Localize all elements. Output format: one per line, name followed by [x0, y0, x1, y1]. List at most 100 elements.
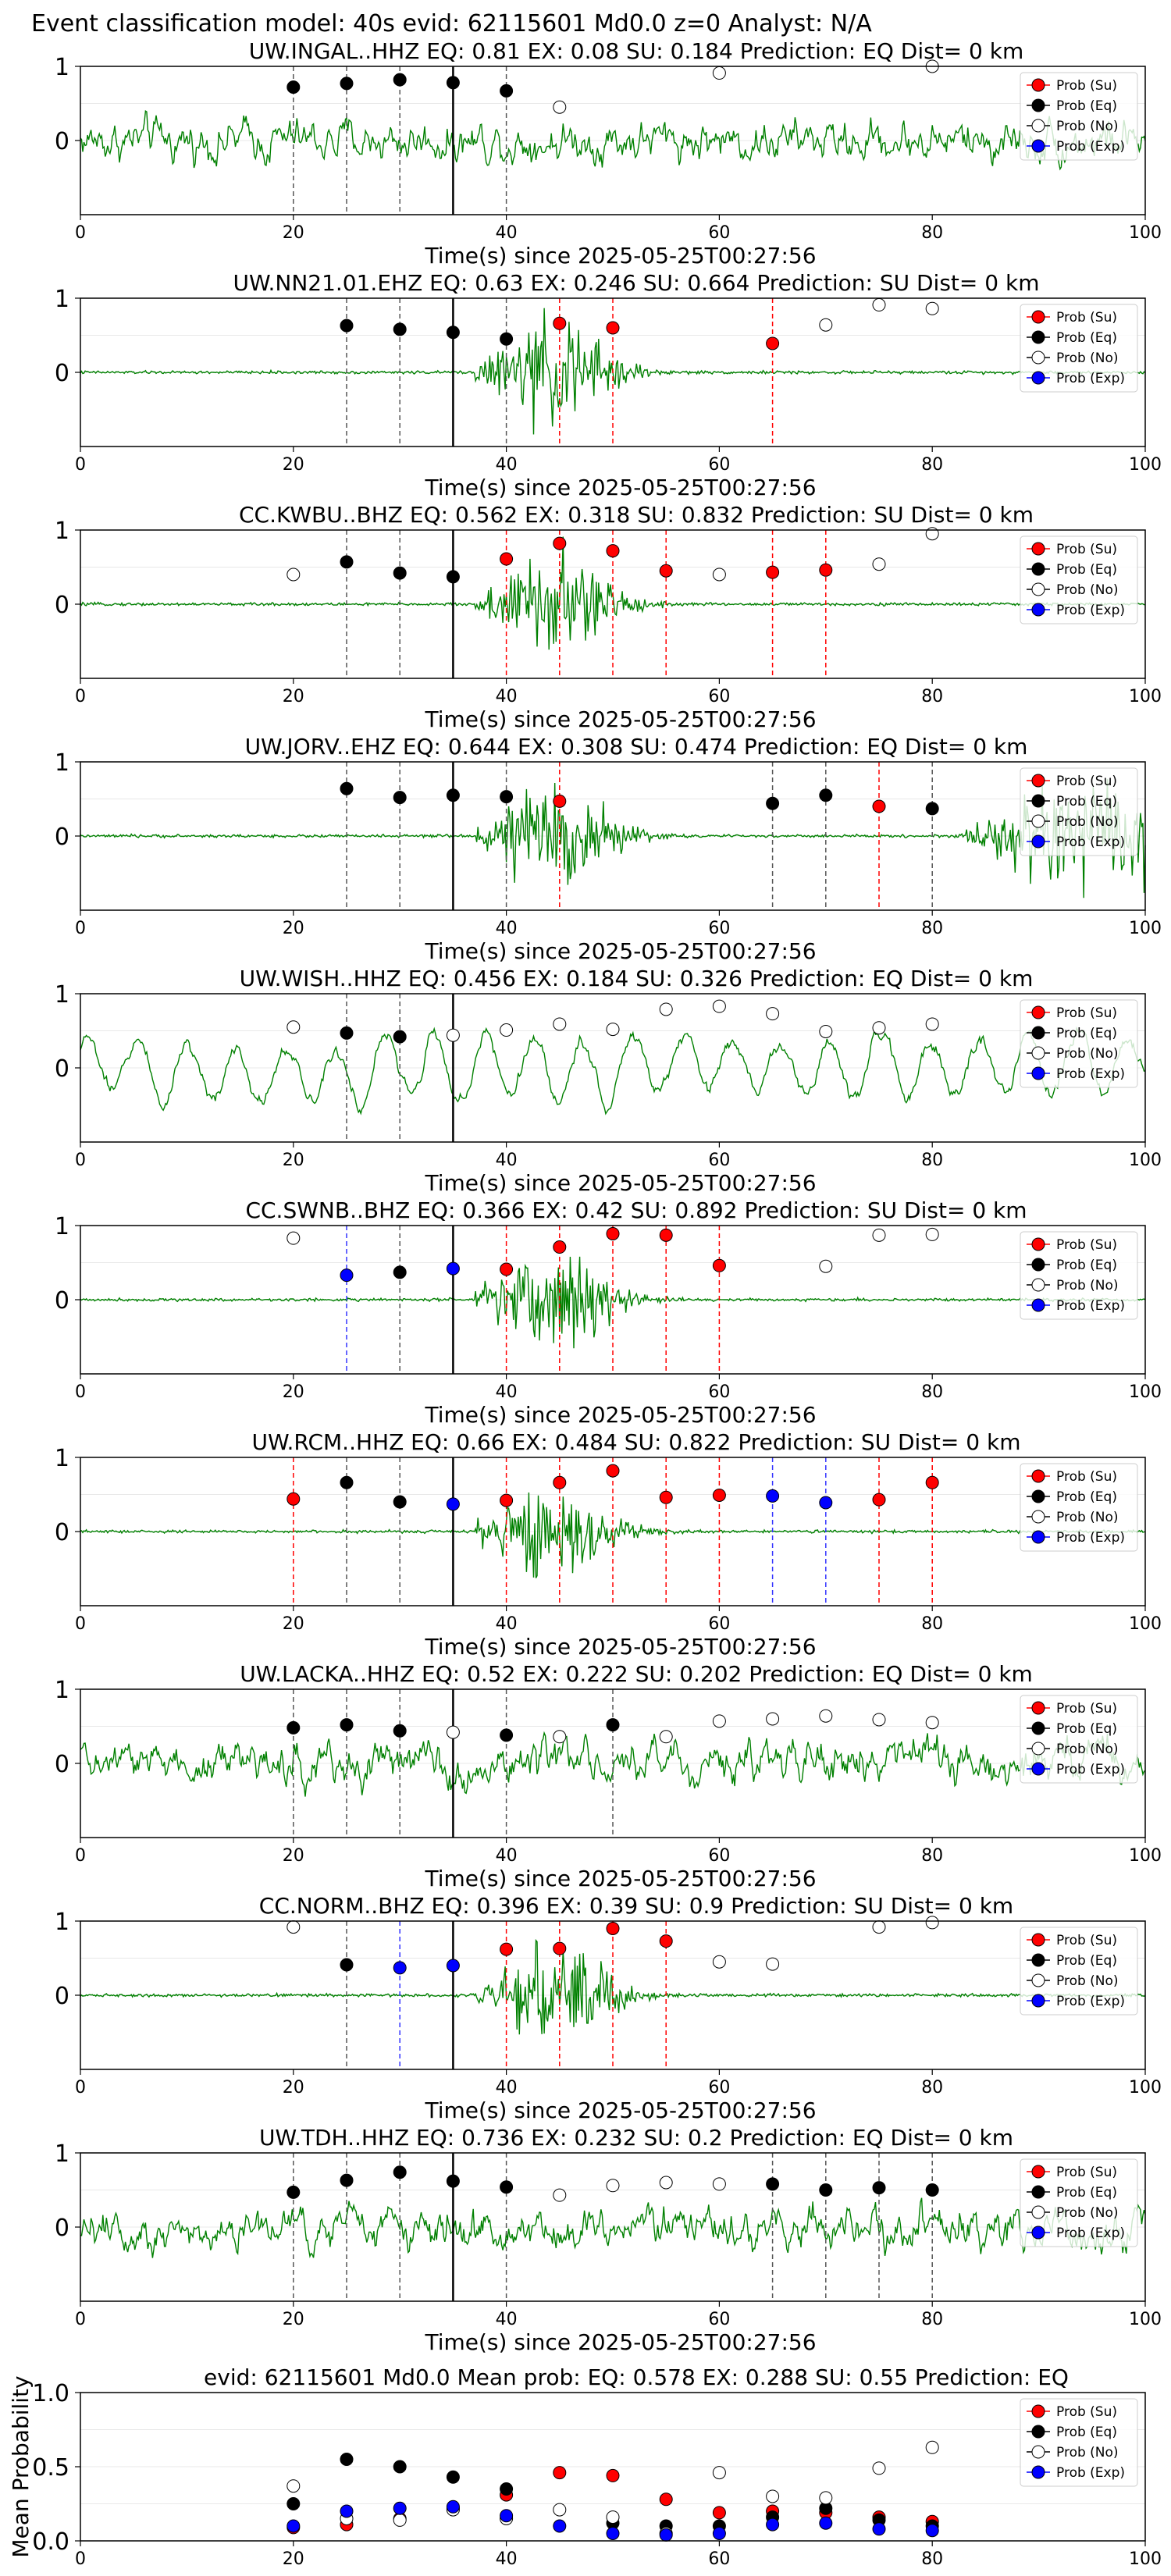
legend-label: Prob (No)	[1056, 2205, 1119, 2221]
mean-prob-marker-exp	[553, 2519, 567, 2533]
legend-marker	[1031, 2226, 1045, 2240]
prob-marker-su	[712, 1258, 726, 1272]
legend-label: Prob (Su)	[1056, 1237, 1117, 1253]
x-tick-label: 80	[921, 2310, 943, 2329]
legend-box	[1020, 1231, 1138, 1320]
legend-marker	[1031, 310, 1045, 324]
prob-marker-eq	[393, 1495, 407, 1509]
legend-box	[1020, 535, 1138, 624]
x-tick-label: 20	[283, 1382, 304, 1402]
legend-label: Prob (Eq)	[1056, 2425, 1117, 2440]
x-tick-label: 0	[75, 455, 86, 475]
x-tick-label: 40	[496, 455, 518, 475]
legend-label: Prob (No)	[1056, 1973, 1119, 1989]
prob-marker-no	[553, 1017, 567, 1031]
prob-marker-eq	[340, 1475, 354, 1489]
legend-label: Prob (No)	[1056, 350, 1119, 366]
prob-marker-eq	[446, 788, 460, 802]
mean-prob-marker-no	[872, 2461, 886, 2475]
x-tick-label: 0	[75, 1846, 86, 1866]
x-axis-label: Time(s) since 2025-05-25T00:27:56	[424, 706, 816, 732]
legend-label: Prob (Exp)	[1056, 2465, 1125, 2481]
legend-marker	[1031, 1258, 1045, 1272]
x-tick-label: 80	[921, 223, 943, 243]
y-axis-label: Mean Probability	[8, 2375, 34, 2557]
legend-label: Prob (Su)	[1056, 1469, 1117, 1485]
x-tick-label: 0	[75, 2078, 86, 2097]
prob-marker-no	[712, 2177, 726, 2191]
prob-marker-eq	[393, 322, 407, 336]
prob-marker-su	[553, 1240, 567, 1254]
x-tick-label: 0	[75, 1382, 86, 1402]
x-axis-label: Time(s) since 2025-05-25T00:27:56	[424, 243, 816, 269]
prob-marker-no	[500, 1023, 514, 1037]
legend-marker	[1031, 1530, 1045, 1544]
prob-marker-su	[872, 799, 886, 813]
panel-title: CC.NORM..BHZ EQ: 0.396 EX: 0.39 SU: 0.9 …	[259, 1893, 1013, 1919]
station-panel-0: UW.INGAL..HHZ EQ: 0.81 EX: 0.08 SU: 0.18…	[55, 38, 1162, 269]
axes-frame	[80, 297, 1146, 447]
legend-marker	[1031, 1701, 1045, 1715]
prob-marker-su	[553, 536, 567, 550]
legend-label: Prob (Su)	[1056, 774, 1117, 789]
axes-frame	[80, 1688, 1146, 1838]
x-tick-label: 0	[75, 687, 86, 706]
prob-marker-su	[287, 1492, 301, 1506]
prob-marker-su	[819, 563, 833, 577]
axes-frame	[80, 1920, 1146, 2070]
prob-marker-no	[553, 1730, 567, 1744]
x-tick-label: 100	[1129, 2078, 1162, 2097]
legend-label: Prob (Eq)	[1056, 330, 1117, 346]
prob-marker-no	[712, 1714, 726, 1728]
x-tick-label: 60	[708, 223, 730, 243]
legend-label: Prob (Su)	[1056, 542, 1117, 557]
x-tick-label: 60	[708, 1151, 730, 1170]
prob-marker-no	[872, 1228, 886, 1242]
legend-marker	[1031, 350, 1045, 365]
prob-marker-su	[659, 564, 673, 578]
prob-marker-no	[553, 100, 567, 114]
legend-label: Prob (Eq)	[1056, 1721, 1117, 1737]
prob-marker-no	[872, 1021, 886, 1035]
y-tick-label: 1	[55, 1677, 69, 1704]
y-tick-label: 0	[55, 1287, 69, 1315]
prob-marker-no	[659, 1730, 673, 1744]
legend-marker	[1031, 2465, 1045, 2479]
panel-title: CC.SWNB..BHZ EQ: 0.366 EX: 0.42 SU: 0.89…	[245, 1197, 1027, 1223]
prob-marker-no	[766, 1007, 780, 1021]
y-tick-label: 1	[55, 1445, 69, 1472]
x-axis-label: Time(s) since 2025-05-25T00:27:56	[424, 2097, 816, 2123]
prob-marker-no	[819, 318, 833, 332]
seismic-trace	[80, 1938, 1146, 2035]
x-tick-label: 80	[921, 1846, 943, 1866]
panel-title: UW.INGAL..HHZ EQ: 0.81 EX: 0.08 SU: 0.18…	[249, 38, 1023, 64]
legend-marker	[1031, 1994, 1045, 2008]
y-tick-label: 1.0	[32, 2380, 69, 2407]
legend-label: Prob (Exp)	[1056, 1530, 1125, 1546]
x-tick-label: 60	[708, 455, 730, 475]
x-tick-label: 20	[283, 919, 304, 938]
prob-marker-no	[287, 1020, 301, 1034]
legend-marker	[1031, 834, 1045, 849]
legend-marker	[1031, 1489, 1045, 1503]
prob-marker-su	[872, 1493, 886, 1507]
x-tick-label: 100	[1129, 1151, 1162, 1170]
legend-label: Prob (Exp)	[1056, 1762, 1125, 1777]
mean-probability-panel: evid: 62115601 Md0.0 Mean prob: EQ: 0.57…	[8, 2364, 1162, 2569]
x-tick-label: 80	[921, 687, 943, 706]
y-tick-label: 0	[55, 128, 69, 155]
legend-label: Prob (Eq)	[1056, 1953, 1117, 1969]
x-axis-label: Time(s) since 2025-05-25T00:27:56	[424, 1634, 816, 1660]
x-tick-label: 20	[283, 1151, 304, 1170]
axes-frame	[80, 2392, 1146, 2542]
mean-prob-marker-exp	[446, 2500, 460, 2514]
legend-marker	[1031, 1066, 1045, 1080]
prob-marker-exp	[766, 1489, 780, 1503]
prob-marker-no	[872, 298, 886, 312]
mean-prob-marker-eq	[393, 2460, 407, 2474]
y-tick-label: 1	[55, 1213, 69, 1240]
x-tick-label: 40	[496, 2310, 518, 2329]
prob-marker-no	[553, 2188, 567, 2202]
legend-marker	[1031, 1046, 1045, 1060]
legend-box	[1020, 304, 1138, 393]
